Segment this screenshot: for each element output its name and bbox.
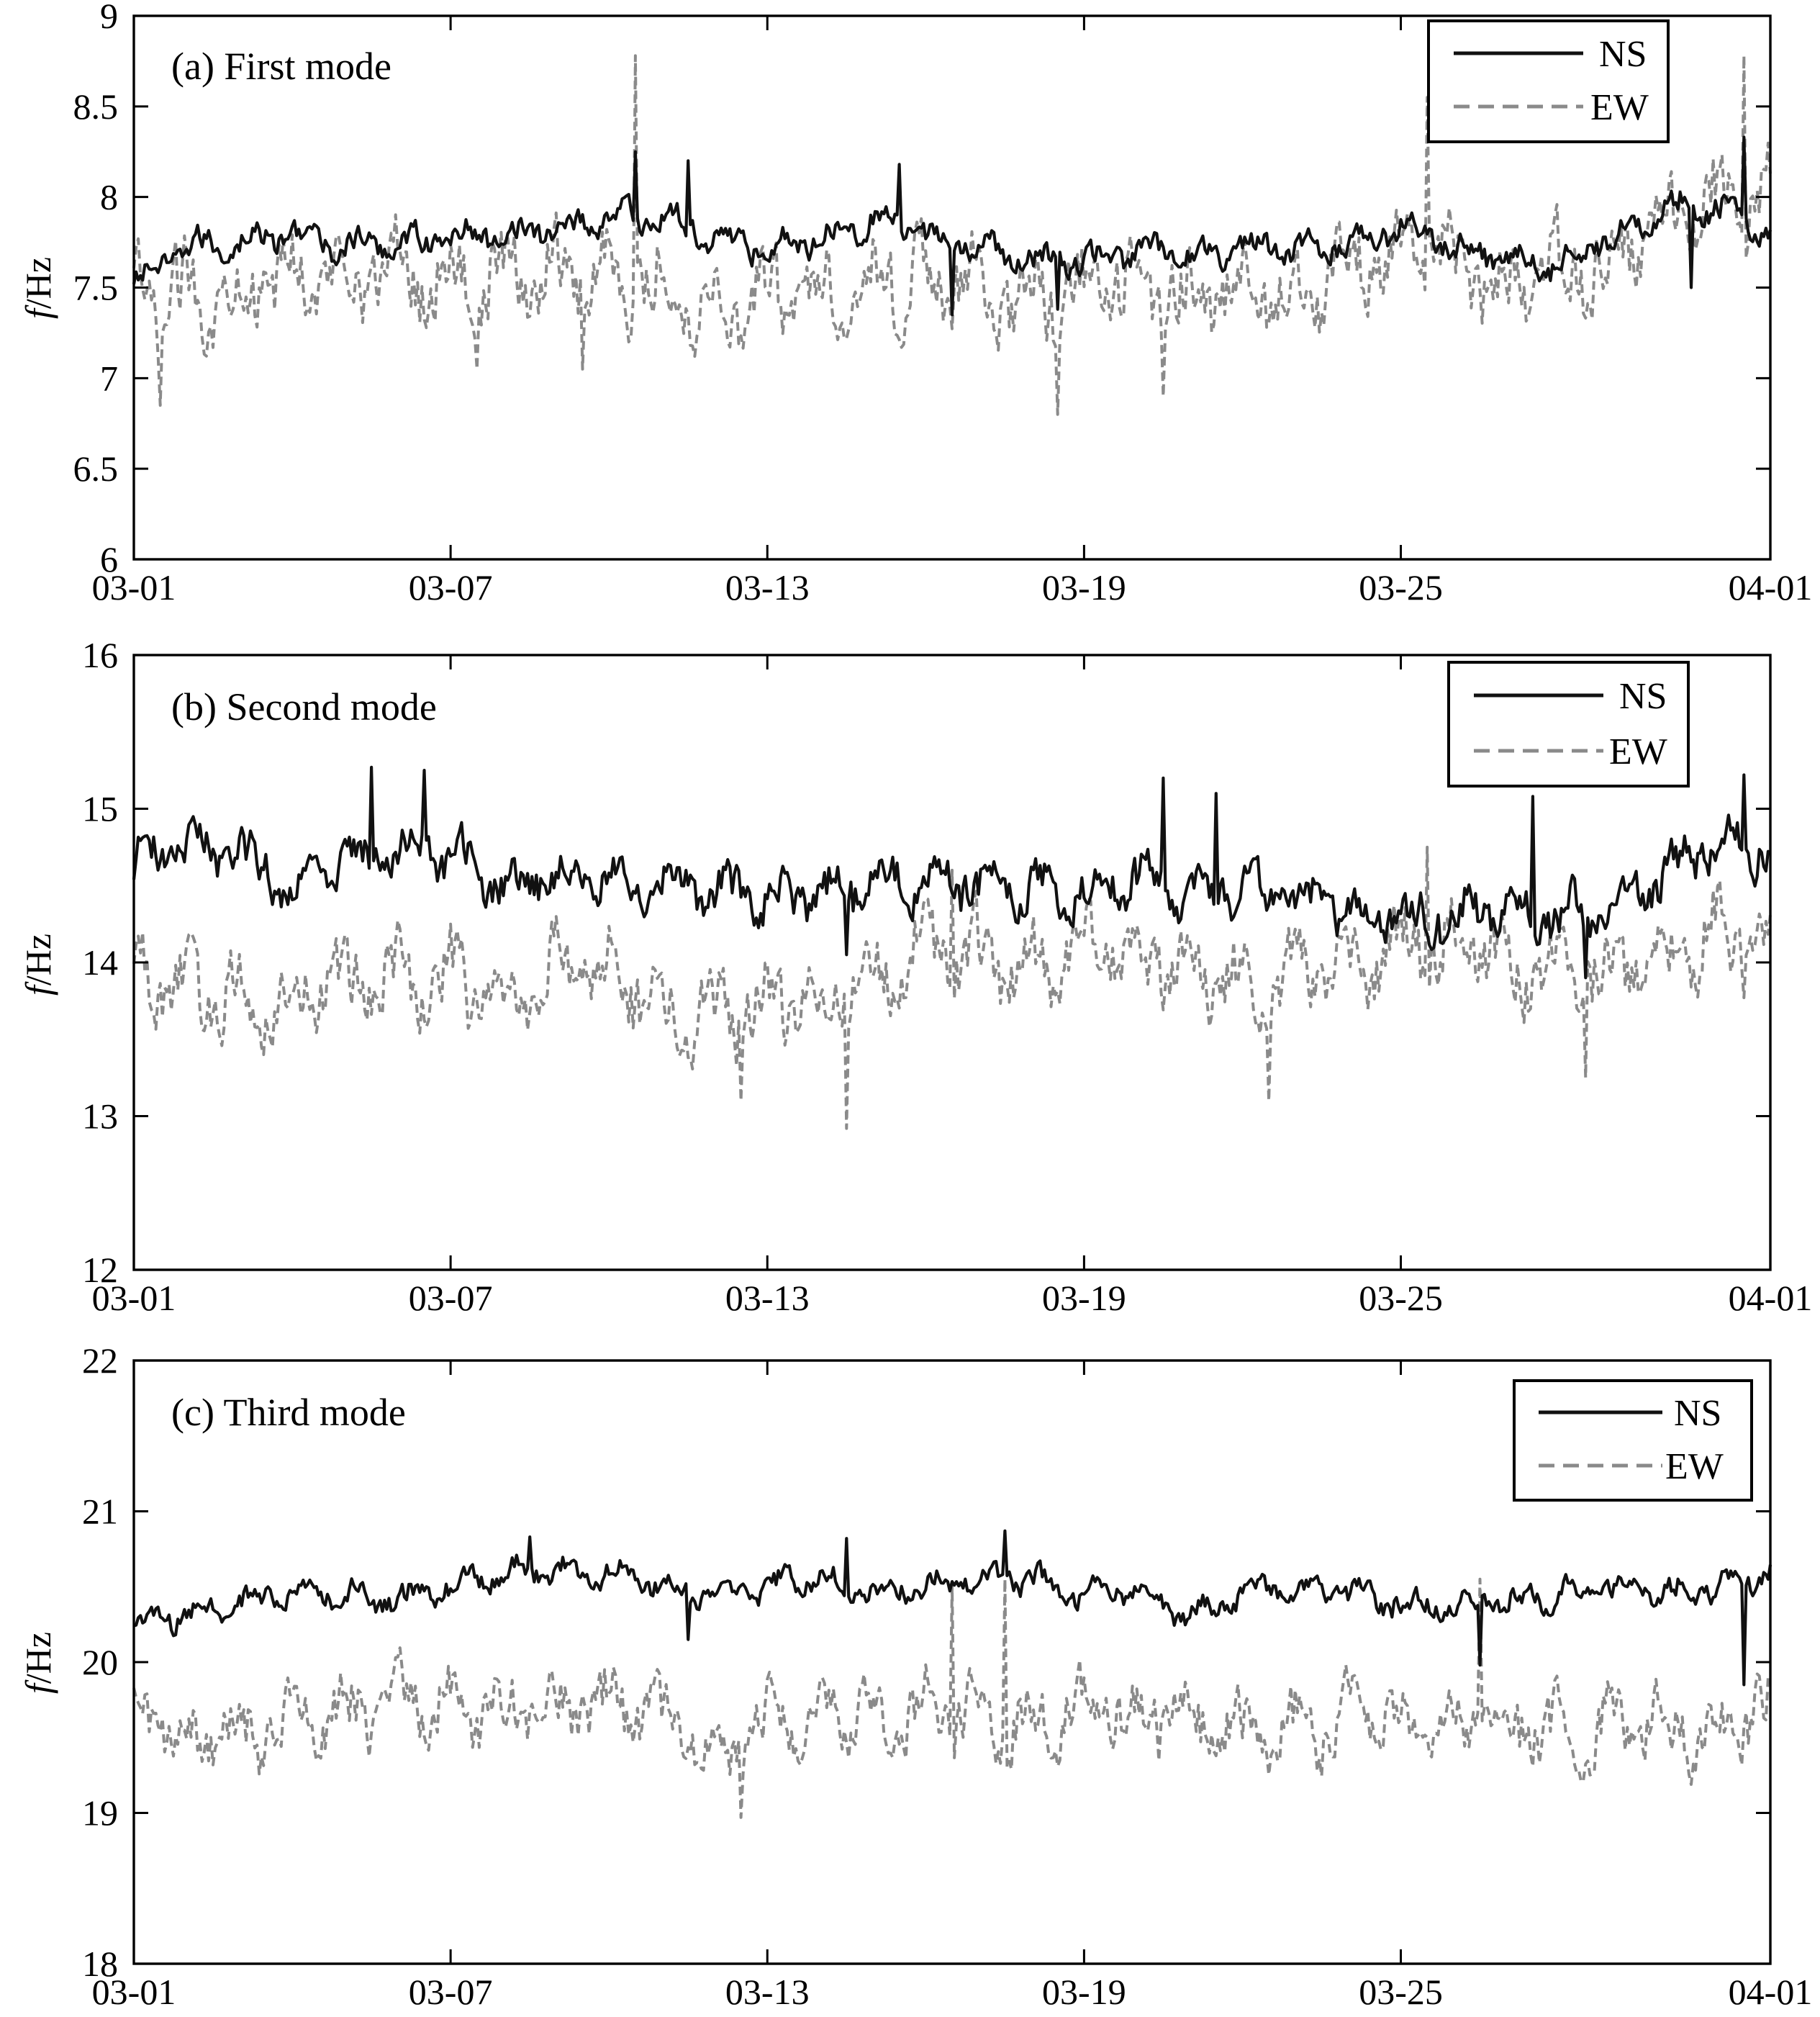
x-tick-label: 03-07 bbox=[409, 567, 493, 608]
panel-a-title: (a) First mode bbox=[171, 45, 391, 88]
y-tick-label: 20 bbox=[82, 1642, 118, 1682]
panel-c-legend-ew-label: EW bbox=[1665, 1446, 1724, 1487]
x-tick-label: 03-25 bbox=[1359, 567, 1443, 608]
panel-a-series bbox=[132, 54, 1773, 416]
x-tick-label: 03-01 bbox=[92, 567, 176, 608]
panel-c-series bbox=[132, 1529, 1773, 1819]
panel-a: 6 6.5 7 7.5 8 8.5 9 03-01 03-07 03-13 03-19 03-25 04… bbox=[18, 0, 1812, 608]
x-tick-label: 03-13 bbox=[725, 1278, 810, 1318]
series-line-ew bbox=[132, 1577, 1772, 1819]
y-tick-label: 14 bbox=[82, 942, 118, 983]
panel-a-legend-ns-label: NS bbox=[1599, 34, 1647, 75]
x-tick-label: 04-01 bbox=[1729, 1278, 1813, 1318]
panel-b-title: (b) Second mode bbox=[171, 685, 437, 728]
panel-b-legend-box bbox=[1447, 661, 1690, 788]
y-tick-label: 13 bbox=[82, 1096, 118, 1137]
series-line-ns bbox=[133, 1529, 1773, 1687]
y-tick-label: 6.5 bbox=[73, 448, 119, 489]
x-tick-label: 03-13 bbox=[725, 1972, 810, 2012]
x-tick-label: 03-07 bbox=[409, 1972, 493, 2012]
panel-b-series bbox=[132, 765, 1772, 1130]
y-tick-label: 9 bbox=[100, 0, 118, 36]
y-tick-label: 8.5 bbox=[73, 86, 119, 127]
y-tick-label: 18 bbox=[82, 1944, 118, 1984]
panel-a-ylabel-unit: /Hz bbox=[18, 257, 58, 309]
y-tick-label: 22 bbox=[82, 1340, 118, 1381]
x-tick-label: 03-19 bbox=[1042, 567, 1126, 608]
panel-b-ylabel: f/Hz bbox=[18, 934, 58, 996]
x-tick-label: 04-01 bbox=[1729, 567, 1813, 608]
panel-c-legend: NS EW bbox=[1513, 1379, 1753, 1502]
y-tick-label: 7.5 bbox=[73, 268, 119, 308]
y-tick-label: 7 bbox=[100, 358, 118, 398]
y-tick-label: 6 bbox=[100, 539, 118, 579]
x-tick-label: 03-25 bbox=[1359, 1972, 1443, 2012]
panel-b-legend-ew-label: EW bbox=[1609, 731, 1667, 772]
series-line-ns bbox=[132, 765, 1772, 980]
y-tick-label: 15 bbox=[82, 789, 118, 829]
panel-a-legend: NS EW bbox=[1427, 19, 1670, 143]
panel-b: 12 13 14 15 16 03-01 03-07 03-13 03-19 03-25 04-01… bbox=[18, 635, 1812, 1318]
x-tick-label: 03-13 bbox=[725, 567, 810, 608]
panel-b-legend-ns-label: NS bbox=[1619, 676, 1667, 717]
panel-c-legend-ns-label: NS bbox=[1674, 1393, 1721, 1434]
series-line-ns bbox=[132, 135, 1773, 317]
panel-c: 18 19 20 21 22 03-01 03-07 03-13 03-19 03-25 04-01… bbox=[18, 1340, 1812, 2012]
x-tick-label: 03-01 bbox=[92, 1972, 176, 2012]
panel-c-title: (c) Third mode bbox=[171, 1391, 406, 1434]
series-line-ew bbox=[132, 845, 1772, 1130]
y-tick-label: 19 bbox=[82, 1793, 118, 1833]
x-tick-label: 03-01 bbox=[92, 1278, 176, 1318]
y-tick-label: 8 bbox=[100, 177, 118, 217]
panel-b-ylabel-unit: /Hz bbox=[18, 934, 58, 985]
x-tick-label: 03-07 bbox=[409, 1278, 493, 1318]
x-tick-label: 03-19 bbox=[1042, 1972, 1126, 2012]
x-tick-label: 03-19 bbox=[1042, 1278, 1126, 1318]
panel-a-legend-box bbox=[1427, 19, 1670, 143]
panel-c-ylabel-unit: /Hz bbox=[18, 1632, 58, 1684]
panel-b-ticks: 12 13 14 15 16 03-01 03-07 03-13 03-19 03-25 04-01 bbox=[82, 635, 1812, 1318]
x-tick-label: 04-01 bbox=[1729, 1972, 1813, 2012]
panel-c-legend-box bbox=[1513, 1379, 1753, 1502]
panel-a-ticks: 6 6.5 7 7.5 8 8.5 9 03-01 03-07 03-13 03-19 03-25 04… bbox=[73, 0, 1813, 608]
panel-b-legend: NS EW bbox=[1447, 661, 1690, 788]
panel-c-ylabel: f/Hz bbox=[18, 1632, 58, 1694]
y-tick-label: 21 bbox=[82, 1492, 118, 1532]
series-line-ew bbox=[132, 54, 1772, 416]
y-tick-label: 16 bbox=[82, 635, 118, 675]
x-tick-label: 03-25 bbox=[1359, 1278, 1443, 1318]
y-tick-label: 12 bbox=[82, 1250, 118, 1290]
panel-a-legend-ew-label: EW bbox=[1590, 87, 1649, 128]
panel-a-ylabel: f/Hz bbox=[18, 257, 58, 319]
panel-c-ticks: 18 19 20 21 22 03-01 03-07 03-13 03-19 03-25 04-01 bbox=[82, 1340, 1812, 2012]
